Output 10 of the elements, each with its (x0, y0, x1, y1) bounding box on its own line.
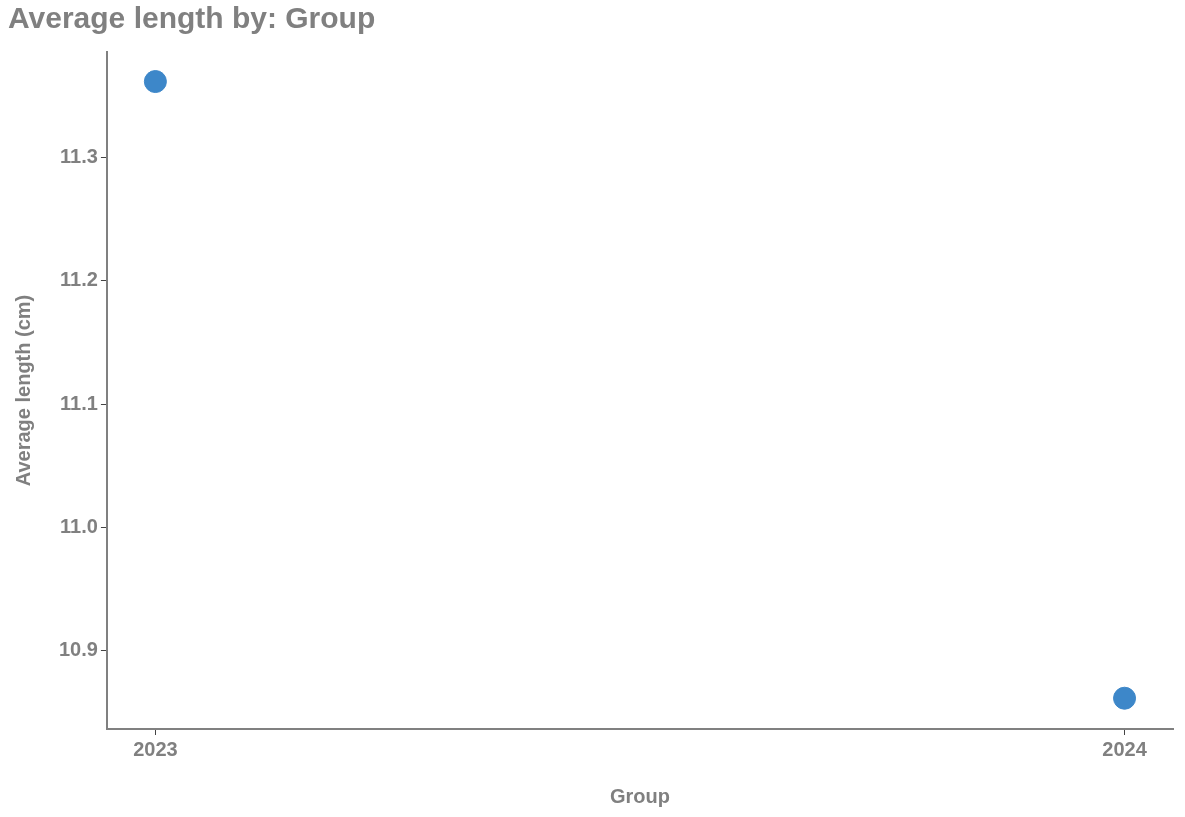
y-tick-label: 11.0 (60, 514, 98, 537)
x-tick-label: 2024 (1102, 737, 1148, 760)
y-tick-label: 11.3 (60, 145, 98, 168)
y-tick-label: 10.9 (58, 637, 98, 660)
y-tick-label: 11.1 (60, 391, 98, 414)
y-tick-label: 11.2 (60, 268, 98, 291)
x-axis-title: Group (609, 784, 670, 807)
chart-title: Average length by: Group (8, 1, 376, 35)
x-tick-label: 2023 (133, 737, 178, 760)
y-axis-title: Average length (cm) (11, 294, 34, 487)
